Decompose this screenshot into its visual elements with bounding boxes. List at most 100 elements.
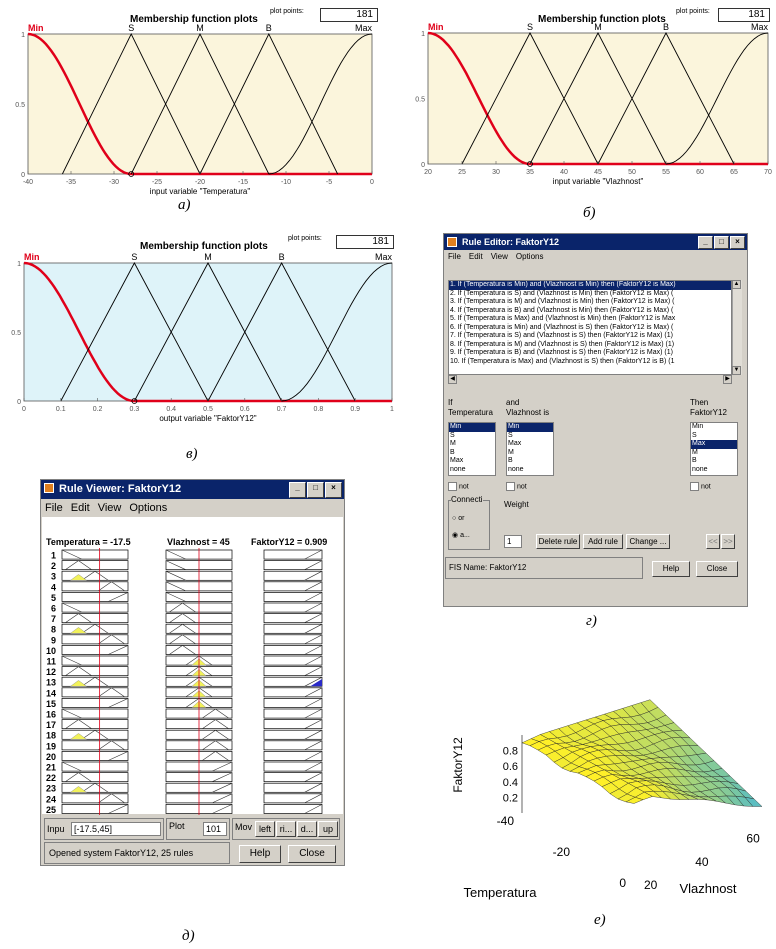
delete-rule-button[interactable]: Delete rule [536, 534, 580, 549]
option[interactable]: Min [692, 423, 704, 430]
vlaz-not-checkbox[interactable]: not [506, 482, 527, 491]
move-left-button[interactable]: left [255, 821, 275, 837]
move-up-button[interactable]: up [318, 821, 338, 837]
plot-points-field[interactable]: 181 [320, 8, 378, 22]
maximize-icon[interactable]: □ [714, 236, 729, 249]
menu-options[interactable]: Options [515, 252, 544, 261]
move-right-button[interactable]: ri... [276, 821, 296, 837]
rule-item[interactable]: 3. If (Temperatura is M) and (Vlazhnost … [450, 298, 675, 305]
option[interactable]: M [450, 440, 456, 447]
prev-button[interactable]: << [706, 534, 720, 549]
option[interactable]: Max [508, 440, 522, 447]
plot-points-label: plot points: [270, 8, 304, 15]
minimize-icon[interactable]: _ [289, 482, 306, 498]
z-tick-label: 0.2 [503, 792, 518, 804]
title-bar[interactable]: Rule Editor: FaktorY12 _ □ × [444, 234, 747, 250]
mf-plot-area: Min S M B Max 0 0.1 0.2 0.3 0.4 0.5 0.6 0.7 0.8 0.9 1 1 0… [11, 252, 394, 423]
rule-cell [263, 698, 323, 708]
rule-mf-shape [81, 623, 109, 634]
scroll-left-icon[interactable]: ◀ [448, 375, 457, 384]
rule-item[interactable]: 7. If (Temperatura is S) and (Vlazhnost … [450, 332, 673, 339]
rule-cell [61, 560, 129, 571]
option[interactable]: B [692, 457, 697, 464]
rule-item[interactable]: 8. If (Temperatura is M) and (Vlazhnost … [450, 340, 675, 348]
rule-cell [61, 751, 129, 761]
menu-file[interactable]: File [45, 502, 63, 514]
plot-points-field[interactable]: 181 [336, 235, 394, 249]
rule-cell [263, 581, 323, 592]
option[interactable]: S [692, 431, 697, 439]
option[interactable]: M [692, 448, 698, 456]
rule-item[interactable]: 2. If (Temperatura is S) and (Vlazhnost … [450, 289, 674, 297]
menu-edit[interactable]: Edit [468, 252, 483, 261]
option[interactable]: B [508, 457, 513, 464]
vlaz-mf-list[interactable]: Min S Max M B none [506, 422, 554, 476]
rule-item[interactable]: 1. If (Temperatura is Min) and (Vlazhnos… [449, 281, 731, 290]
mf-min-curve [27, 32, 372, 176]
y-tick-label: 1 [21, 32, 25, 39]
change-rule-button[interactable]: Change ... [626, 534, 670, 549]
y-tick-label: 0.5 [15, 102, 25, 109]
option[interactable]: Min [449, 423, 495, 432]
close-button[interactable]: Close [696, 561, 738, 577]
rule-item[interactable]: 5. If (Temperatura is Max) and (Vlazhnos… [450, 315, 676, 322]
rule-item[interactable]: 4. If (Temperatura is B) and (Vlazhnost … [450, 306, 674, 314]
next-button[interactable]: >> [721, 534, 735, 549]
status-text: Opened system FaktorY12, 25 rules [49, 848, 194, 858]
option[interactable]: Min [507, 423, 553, 432]
plot-points-field[interactable]: 181 [718, 8, 770, 22]
add-rule-button[interactable]: Add rule [583, 534, 623, 549]
out-mf-list[interactable]: Min S Max M B none [690, 422, 738, 476]
temp-mf-list[interactable]: Min S M B Max none [448, 422, 496, 476]
mf-max-curve [665, 32, 769, 165]
move-down-button[interactable]: d... [297, 821, 317, 837]
rule-item[interactable]: 9. If (Temperatura is B) and (Vlazhnost … [450, 349, 673, 356]
out-not-checkbox[interactable]: not [690, 482, 711, 491]
option[interactable]: none [508, 465, 524, 473]
menu-options[interactable]: Options [129, 502, 168, 514]
option[interactable]: Max [691, 440, 737, 449]
menu-bar: File Edit View Options [41, 499, 344, 517]
help-button[interactable]: Help [239, 845, 281, 863]
maximize-icon[interactable]: □ [307, 482, 324, 498]
panel-title: Membership function plots [538, 14, 666, 25]
close-button[interactable]: Close [288, 845, 336, 863]
rules-list[interactable]: 1. If (Temperatura is Min) and (Vlazhnos… [448, 280, 732, 375]
plot-points-field[interactable]: 101 [203, 822, 227, 836]
weight-field[interactable]: 1 [504, 535, 522, 548]
option[interactable]: S [508, 431, 513, 439]
minimize-icon[interactable]: _ [698, 236, 713, 249]
close-icon[interactable]: × [325, 482, 342, 498]
or-radio[interactable]: ○ or [452, 515, 465, 522]
close-icon[interactable]: × [730, 236, 745, 249]
x-tick-label: 20 [424, 169, 432, 176]
option[interactable]: none [692, 465, 708, 473]
scroll-up-icon[interactable]: ▲ [732, 280, 741, 289]
option[interactable]: B [450, 448, 455, 456]
option[interactable]: none [450, 465, 466, 473]
weight-label: Weight [504, 500, 529, 509]
rule-viewer-plots[interactable]: 1234567891011121314151617181920212223242… [42, 548, 343, 818]
menu-edit[interactable]: Edit [70, 502, 90, 514]
rule-item[interactable]: 10. If (Temperatura is Max) and (Vlazhno… [450, 357, 675, 365]
menu-view[interactable]: View [490, 252, 508, 261]
scroll-right-icon[interactable]: ▶ [723, 375, 732, 384]
option[interactable]: S [450, 431, 455, 439]
menu-view[interactable]: View [97, 502, 122, 514]
rule-mf-shape [165, 549, 186, 560]
y-tick-label: 0.5 [11, 330, 21, 337]
help-button[interactable]: Help [652, 561, 690, 577]
rule-item[interactable]: 6. If (Temperatura is Min) and (Vlazhnos… [450, 323, 674, 331]
scroll-down-icon[interactable]: ▼ [732, 366, 741, 375]
option[interactable]: Max [450, 457, 464, 464]
title-bar[interactable]: Rule Viewer: FaktorY12 _ □ × [41, 480, 344, 499]
input-field[interactable]: [-17.5,45] [71, 822, 161, 836]
and-radio[interactable]: ◉ a... [452, 532, 470, 539]
menu-file[interactable]: File [448, 252, 461, 261]
input-label: Inpu [47, 824, 65, 834]
temp-value-header: Temperatura = -17.5 [46, 537, 131, 547]
option[interactable]: M [508, 448, 514, 456]
rule-mf-shape [65, 666, 92, 676]
temp-not-checkbox[interactable]: not [448, 482, 469, 491]
rules-vscroll[interactable] [732, 280, 742, 375]
